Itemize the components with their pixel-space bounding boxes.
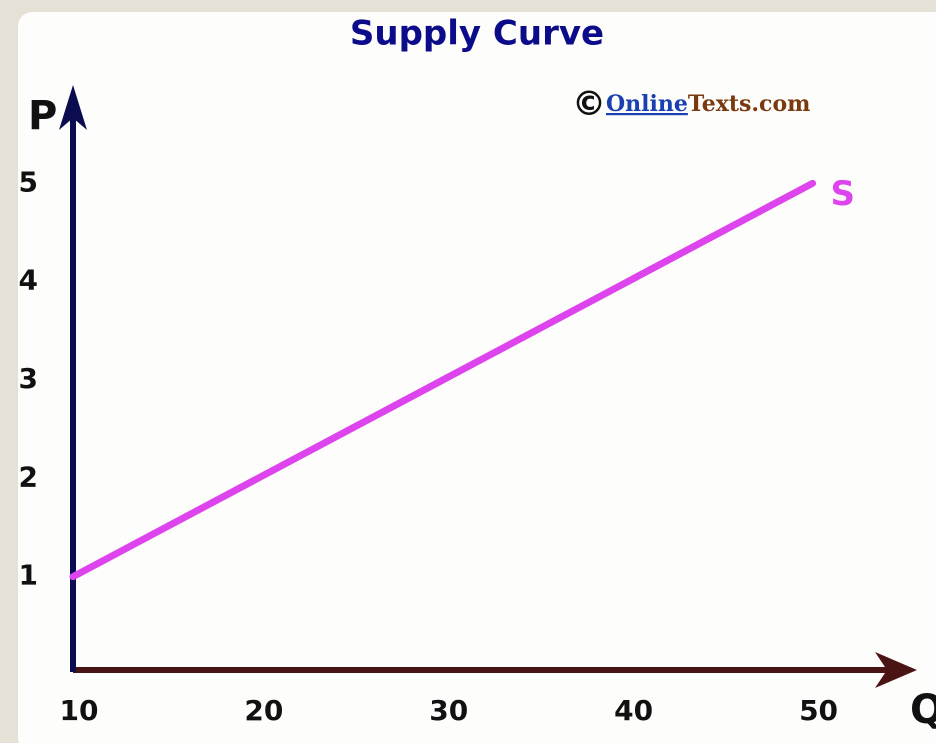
plot-panel (18, 12, 936, 743)
y-tick-label: 2 (19, 460, 38, 493)
x-axis-arrow (875, 652, 917, 688)
credit-link[interactable]: Online (606, 91, 688, 117)
y-tick-label: 5 (19, 165, 38, 198)
y-tick-label: 3 (19, 362, 38, 395)
y-tick-label: 4 (19, 264, 38, 297)
x-tick-label: 40 (614, 694, 653, 727)
credit-symbol: © (572, 84, 606, 124)
y-tick-label: 1 (19, 559, 38, 592)
y-axis-label: P (28, 93, 57, 139)
x-axis-label: Q (910, 687, 936, 733)
line-series (69, 179, 817, 581)
chart-title: Supply Curve (350, 14, 604, 54)
x-tick-label: 30 (429, 694, 468, 727)
y-axis-arrow (59, 85, 87, 130)
x-tick-label: 10 (60, 694, 99, 727)
credit: ©OnlineTexts.com (572, 84, 810, 124)
x-tick-label: 20 (244, 694, 283, 727)
curve-label: S (831, 174, 856, 214)
x-tick-label: 50 (799, 694, 838, 727)
credit-rest: Texts.com (688, 91, 811, 117)
